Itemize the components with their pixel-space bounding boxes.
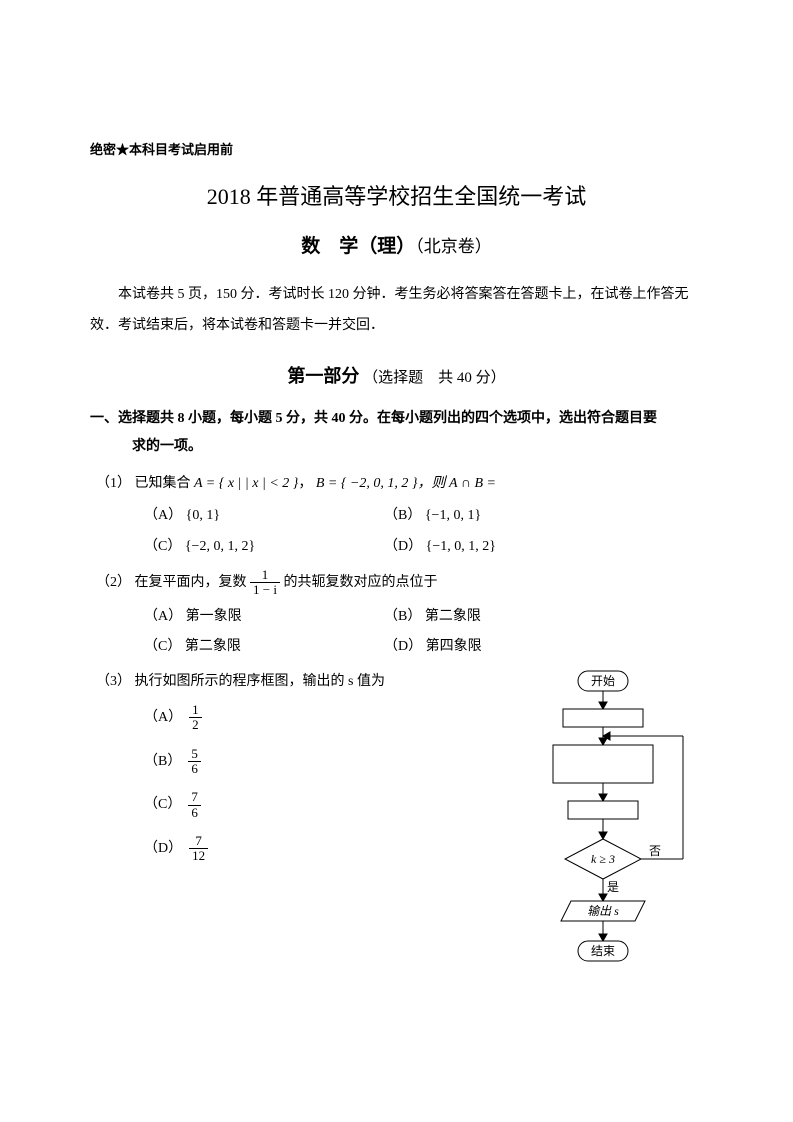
q3-c-num: 7 <box>188 790 201 805</box>
q2-frac-num: 1 <box>250 568 280 583</box>
q2-frac-den: 1 − i <box>250 583 280 597</box>
subject-paren: （北京卷） <box>415 237 492 256</box>
q1-optD: （D） {−1, 0, 1, 2} <box>384 536 624 558</box>
q1-optC: （C） {−2, 0, 1, 2} <box>144 536 384 558</box>
q3-b-num: 5 <box>188 747 201 762</box>
section1-head-line1: 一、选择题共 8 小题，每小题 5 分，共 40 分。在每小题列出的四个选项中，… <box>90 411 657 426</box>
part1-note: （选择题 共 40 分） <box>363 370 506 386</box>
section1-head: 一、选择题共 8 小题，每小题 5 分，共 40 分。在每小题列出的四个选项中，… <box>90 405 703 461</box>
q2-optB: （B） 第二象限 <box>384 606 624 628</box>
q1-post: ，则 A ∩ B = <box>418 476 496 491</box>
q2-post: 的共轭复数对应的点位于 <box>280 575 438 590</box>
q1-pre: 已知集合 <box>135 476 195 491</box>
q2-optD: （D） 第四象限 <box>384 636 624 658</box>
question-1: （1） 已知集合 A = { x | | x | < 2 }， B = { −2… <box>90 471 703 558</box>
main-title: 2018 年普通高等学校招生全国统一考试 <box>90 179 703 214</box>
q1-stem: （1） 已知集合 A = { x | | x | < 2 }， B = { −2… <box>90 471 703 498</box>
q3-a-den: 2 <box>189 718 202 732</box>
part1-title: 第一部分 （选择题 共 40 分） <box>90 362 703 391</box>
q1-sep: ， <box>298 476 312 491</box>
q1-num: （1） <box>96 476 131 491</box>
q2-optC: （C） 第二象限 <box>144 636 384 658</box>
q3-num: （3） <box>96 674 131 689</box>
q2-num: （2） <box>96 575 131 590</box>
q1-setA: A = { x | | x | < 2 } <box>194 476 298 491</box>
q3-a-num: 1 <box>189 703 202 718</box>
q1-optB: （B） {−1, 0, 1} <box>384 505 624 527</box>
q3-c-den: 6 <box>188 806 201 820</box>
fc-end: 结束 <box>591 944 615 958</box>
section1-head-line2: 求的一项。 <box>90 433 703 461</box>
flowchart-diagram: 开始 k ≥ 3 否 是 输出 s 结束 <box>533 669 713 989</box>
q2-options: （A） 第一象限 （B） 第二象限 （C） 第二象限 （D） 第四象限 <box>90 606 703 659</box>
q3-d-label: （D） <box>144 841 182 856</box>
q3-d-num: 7 <box>189 834 208 849</box>
fc-cond: k ≥ 3 <box>591 852 615 866</box>
q1-optA: （A） {0, 1} <box>144 505 384 527</box>
fc-output: 输出 s <box>587 904 619 918</box>
fc-yes: 是 <box>607 880 619 894</box>
q2-pre: 在复平面内，复数 <box>135 575 251 590</box>
fc-start: 开始 <box>591 674 615 688</box>
q2-optA: （A） 第一象限 <box>144 606 384 628</box>
subject-title: 数 学（理）（北京卷） <box>90 232 703 262</box>
q1-options: （A） {0, 1} （B） {−1, 0, 1} （C） {−2, 0, 1,… <box>90 505 703 558</box>
q1-setB: B = { −2, 0, 1, 2 } <box>316 476 418 491</box>
question-2: （2） 在复平面内，复数 11 − i 的共轭复数对应的点位于 （A） 第一象限… <box>90 568 703 658</box>
instructions-text: 本试卷共 5 页，150 分．考试时长 120 分钟．考生务必将答案答在答题卡上… <box>90 280 703 342</box>
q3-b-den: 6 <box>188 762 201 776</box>
q2-stem: （2） 在复平面内，复数 11 − i 的共轭复数对应的点位于 <box>90 568 703 598</box>
q3-stem-text: 执行如图所示的程序框图，输出的 s 值为 <box>135 674 385 689</box>
part1-bold: 第一部分 <box>287 366 359 386</box>
fc-no: 否 <box>649 844 661 858</box>
subject-bold: 数 学（理） <box>301 236 415 257</box>
confidential-label: 绝密★本科目考试启用前 <box>90 140 703 161</box>
question-3: （3） 执行如图所示的程序框图，输出的 s 值为 （A） 12 （B） 56 （… <box>90 669 703 864</box>
q3-c-label: （C） <box>144 797 181 812</box>
q3-a-label: （A） <box>144 710 182 725</box>
q2-frac: 11 − i <box>250 568 280 598</box>
q3-d-den: 12 <box>189 849 208 863</box>
q3-b-label: （B） <box>144 754 181 769</box>
